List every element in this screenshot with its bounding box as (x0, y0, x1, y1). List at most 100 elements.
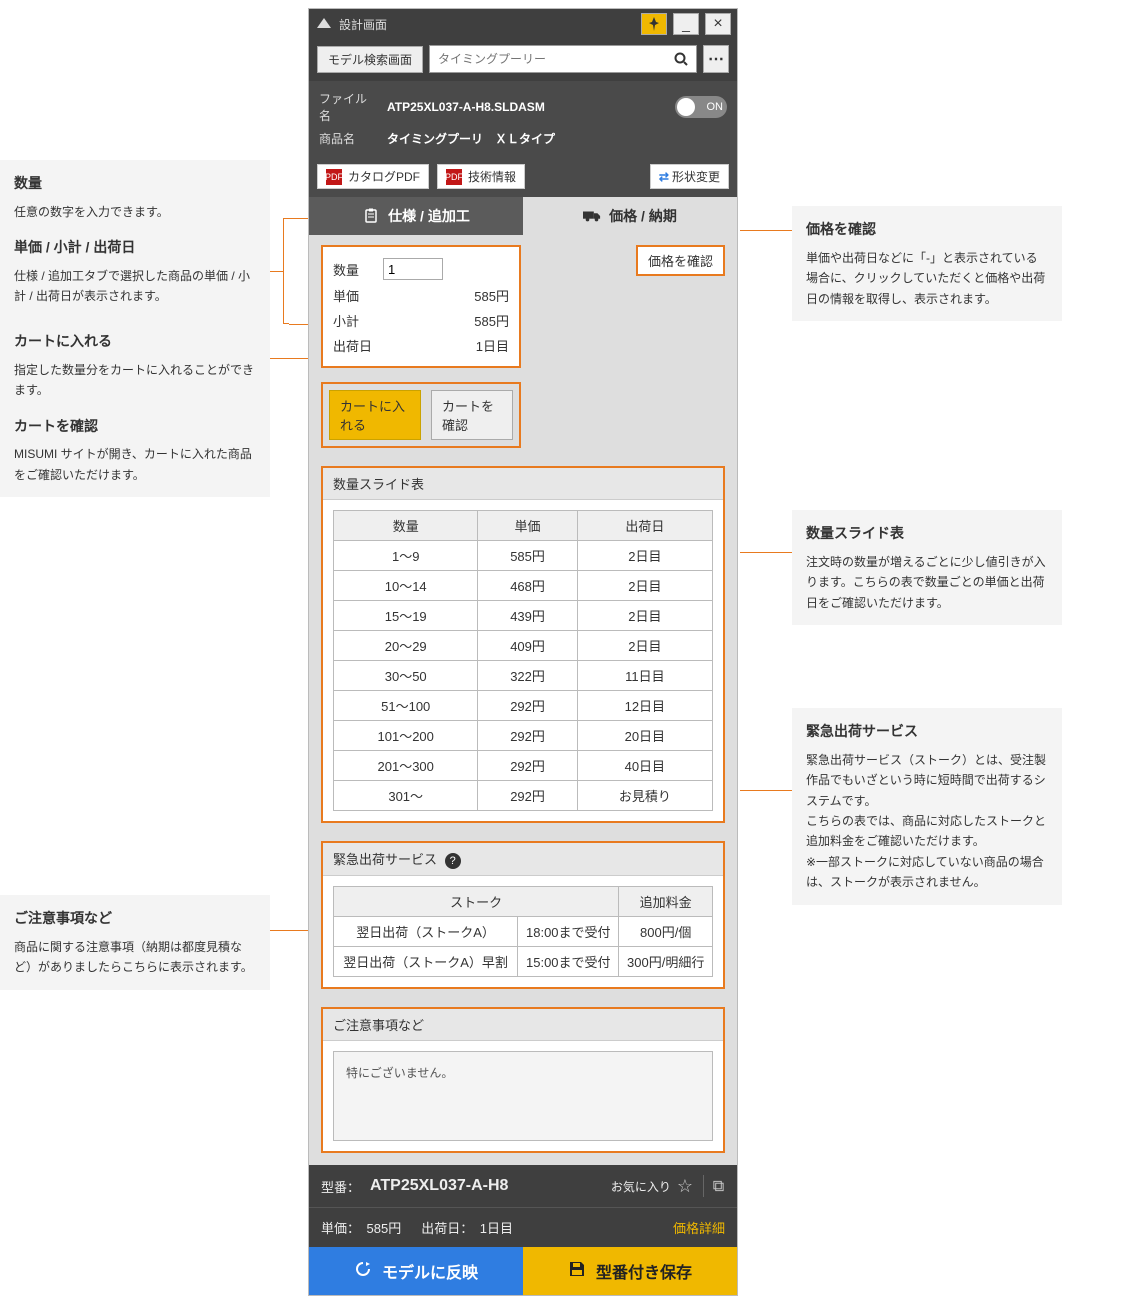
price-summary-box: 数量 単価 585円 小計 585円 出荷日 1日目 (321, 245, 521, 368)
tab-spec[interactable]: 仕様 / 追加工 (309, 197, 523, 235)
table-cell: 301～ (334, 781, 478, 811)
table-row: 101～200292円20日目 (334, 721, 713, 751)
footer-unit-value: 585円 (367, 1221, 402, 1236)
shape-change-button[interactable]: ⇄ 形状変更 (650, 164, 729, 189)
table-cell: 40日目 (577, 751, 712, 781)
callout-check-price: 価格を確認 単価や出荷日などに「-」と表示されている場合に、クリックしていただく… (792, 206, 1062, 321)
table-cell: 322円 (478, 661, 577, 691)
callout-heading: ご注意事項など (14, 907, 256, 931)
app-window: 設計画面 _ × モデル検索画面 ⋯ ファイル名 ATP25XL037-A-H8… (308, 8, 738, 1296)
reflect-model-button[interactable]: モデルに反映 (309, 1247, 523, 1295)
help-icon[interactable]: ? (445, 853, 461, 869)
callout-quantity: 数量 任意の数字を入力できます。 単価 / 小計 / 出荷日 仕様 / 追加工タ… (0, 160, 270, 319)
catalog-pdf-link[interactable]: PDF カタログPDF (317, 164, 429, 189)
panel-body: 数量 単価 585円 小計 585円 出荷日 1日目 (309, 235, 737, 1165)
table-cell: お見積り (577, 781, 712, 811)
title-bar: 設計画面 _ × (309, 9, 737, 39)
callout-text: 任意の数字を入力できます。 (14, 202, 256, 222)
callout-express: 緊急出荷サービス 緊急出荷サービス（ストーク）とは、受注製作品でもいざという時に… (792, 708, 1062, 905)
table-cell: 101～200 (334, 721, 478, 751)
swap-icon: ⇄ (659, 170, 666, 184)
tech-info-link[interactable]: PDF 技術情報 (437, 164, 525, 189)
callout-text: 注文時の数量が増えるごとに少し値引きが入ります。こちらの表で数量ごとの単価と出荷… (806, 552, 1048, 613)
on-toggle[interactable]: ON (675, 96, 727, 118)
callout-heading: 単価 / 小計 / 出荷日 (14, 236, 256, 260)
search-field-wrap (429, 45, 697, 73)
table-header: 出荷日 (577, 511, 712, 541)
quantity-input[interactable] (383, 258, 443, 280)
tab-price[interactable]: 価格 / 納期 (523, 197, 737, 235)
section-title: 緊急出荷サービス ? (323, 843, 723, 876)
table-cell: 300円/明細行 (619, 947, 713, 977)
app-logo-icon (315, 15, 333, 33)
file-value: ATP25XL037-A-H8.SLDASM (387, 100, 545, 114)
search-input[interactable] (430, 46, 666, 72)
table-cell: 201～300 (334, 751, 478, 781)
subtotal-value: 585円 (383, 311, 509, 330)
pdf-icon: PDF (326, 169, 342, 185)
unit-price-label: 単価 (333, 286, 383, 305)
star-icon: ☆ (677, 1176, 693, 1197)
table-cell: 2日目 (577, 601, 712, 631)
table-row: 10～14468円2日目 (334, 571, 713, 601)
table-cell: 439円 (478, 601, 577, 631)
copy-icon[interactable] (703, 1175, 725, 1197)
table-row: 翌日出荷（ストークA）18:00まで受付800円/個 (334, 917, 713, 947)
connector (283, 218, 289, 324)
table-cell: 468円 (478, 571, 577, 601)
table-row: 51～100292円12日目 (334, 691, 713, 721)
partno-value: ATP25XL037-A-H8 (370, 1177, 508, 1195)
table-row: 翌日出荷（ストークA）早割15:00まで受付300円/明細行 (334, 947, 713, 977)
table-cell: 12日目 (577, 691, 712, 721)
table-row: 15～19439円2日目 (334, 601, 713, 631)
table-cell: 30～50 (334, 661, 478, 691)
table-cell: 292円 (478, 691, 577, 721)
table-cell: 2日目 (577, 631, 712, 661)
qty-slide-table: 数量単価出荷日 1～9585円2日目10～14468円2日目15～19439円2… (333, 510, 713, 811)
callout-heading: カートを確認 (14, 415, 256, 439)
refresh-icon (354, 1260, 372, 1283)
model-search-button[interactable]: モデル検索画面 (317, 46, 423, 73)
callout-text: 商品に関する注意事項（納期は都度見積など）がありましたらこちらに表示されます。 (14, 937, 256, 978)
search-icon[interactable] (666, 46, 696, 72)
link-bar: PDF カタログPDF PDF 技術情報 ⇄ 形状変更 (309, 158, 737, 197)
check-price-button[interactable]: 価格を確認 (636, 245, 725, 276)
footer-ship-label: 出荷日： (421, 1221, 467, 1236)
table-cell: 11日目 (577, 661, 712, 691)
table-cell: 292円 (478, 721, 577, 751)
view-cart-button[interactable]: カートを確認 (431, 390, 513, 440)
table-cell: 800円/個 (619, 917, 713, 947)
add-to-cart-button[interactable]: カートに入れる (329, 390, 421, 440)
callout-heading: 数量スライド表 (806, 522, 1048, 546)
express-col-fee: 追加料金 (619, 887, 713, 917)
cart-bar: カートに入れる カートを確認 (321, 382, 521, 448)
window-title: 設計画面 (339, 16, 635, 33)
save-icon (568, 1260, 586, 1283)
truck-icon (583, 207, 601, 225)
table-cell: 翌日出荷（ストークA）早割 (334, 947, 518, 977)
chat-icon[interactable]: ⋯ (703, 45, 729, 73)
callout-heading: 緊急出荷サービス (806, 720, 1048, 744)
table-cell: 翌日出荷（ストークA） (334, 917, 518, 947)
table-cell: 585円 (478, 541, 577, 571)
qty-label: 数量 (333, 260, 383, 279)
table-row: 201～300292円40日目 (334, 751, 713, 781)
callout-text: 単価や出荷日などに「-」と表示されている場合に、クリックしていただくと価格や出荷… (806, 248, 1048, 309)
footer-unit-label: 単価： (321, 1221, 354, 1236)
favorite-button[interactable]: お気に入り ☆ (611, 1176, 693, 1197)
save-with-partno-button[interactable]: 型番付き保存 (523, 1247, 737, 1295)
table-cell: 10～14 (334, 571, 478, 601)
partno-label: 型番： (321, 1177, 360, 1196)
price-detail-link[interactable]: 価格詳細 (673, 1218, 725, 1237)
minimize-button[interactable]: _ (673, 13, 699, 35)
close-button[interactable]: × (705, 13, 731, 35)
express-col-stoke: ストーク (334, 887, 619, 917)
callout-text: MISUMI サイトが開き、カートに入れた商品をご確認いただけます。 (14, 444, 256, 485)
table-cell: 51～100 (334, 691, 478, 721)
file-label: ファイル名 (319, 90, 375, 124)
callout-text: 仕様 / 追加工タブで選択した商品の単価 / 小計 / 出荷日が表示されます。 (14, 266, 256, 307)
table-row: 30～50322円11日目 (334, 661, 713, 691)
table-cell: 2日目 (577, 541, 712, 571)
table-cell: 409円 (478, 631, 577, 661)
pin-button[interactable] (641, 13, 667, 35)
